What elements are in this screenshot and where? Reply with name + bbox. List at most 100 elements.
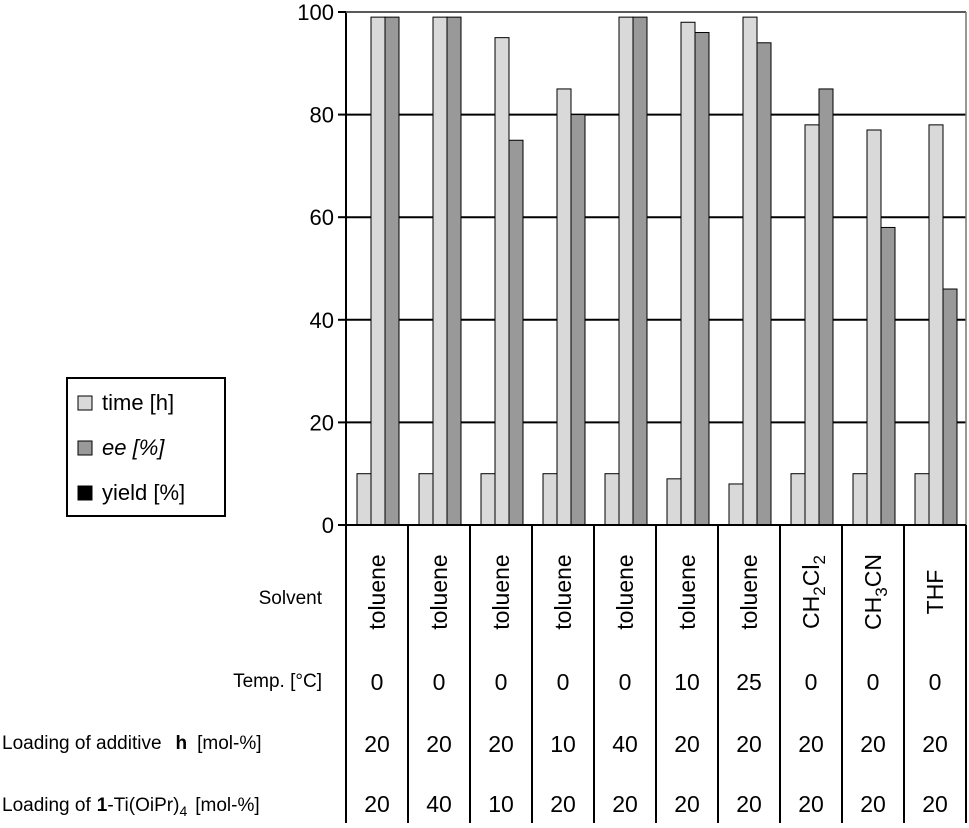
row-label-text: [mol-%] (195, 795, 259, 816)
bar-s1-c6 (666, 478, 682, 526)
bar-s2-c10 (928, 124, 944, 526)
solvent-text: Cl (798, 565, 824, 587)
bar-s2-c1 (370, 16, 386, 526)
bar-s1-c4 (542, 473, 558, 526)
temp-cell-6: 10 (674, 669, 700, 695)
solvent-text: toluene (674, 554, 700, 629)
bar-s2-c3 (494, 37, 510, 526)
bar-s2-c9 (866, 129, 882, 526)
ti-cell-9: 20 (860, 791, 886, 817)
temp-cell-4: 0 (557, 669, 570, 695)
additive-cell-4: 10 (550, 731, 576, 757)
solvent-text: toluene (426, 554, 452, 629)
additive-cell-1: 20 (364, 731, 390, 757)
bar-s3-c6 (694, 32, 710, 526)
ti-cell-3: 10 (488, 791, 514, 817)
row-label-subscript: 4 (179, 803, 187, 819)
additive-cell-3: 20 (488, 731, 514, 757)
y-tick-labels: 0 20 40 60 80 100 (297, 0, 334, 538)
y-tick-label: 100 (297, 0, 334, 25)
bar-s1-c3 (480, 473, 496, 526)
additive-cell-8: 20 (798, 731, 824, 757)
bar-s3-c2 (446, 16, 462, 526)
ti-cell-2: 40 (426, 791, 452, 817)
solvent-subscript: 3 (872, 587, 891, 596)
row-label-solvent: Solvent (259, 588, 323, 609)
y-tick-label: 0 (322, 513, 334, 538)
bar-s3-c10 (942, 288, 958, 526)
additive-cell-7: 20 (736, 731, 762, 757)
legend-box (66, 377, 226, 517)
bar-s2-c7 (742, 16, 758, 526)
bar-s3-c7 (756, 42, 772, 526)
ti-cell-5: 20 (612, 791, 638, 817)
y-tick-label: 40 (310, 308, 334, 333)
additive-cell-5: 40 (612, 731, 638, 757)
legend-label-1: time [h] (102, 390, 174, 415)
bar-s2-c6 (680, 21, 696, 526)
solvent-cell-8: CH2Cl2 (798, 555, 829, 629)
solvent-text: CH (860, 597, 886, 630)
y-tick-label: 80 (310, 103, 334, 128)
ti-cell-10: 20 (922, 791, 948, 817)
solvent-cell-1: toluene (364, 554, 390, 629)
bar-s3-c9 (880, 226, 896, 526)
temp-cell-7: 25 (736, 669, 762, 695)
row-label-text: Loading of additive (2, 733, 162, 754)
bar-s3-c4 (570, 114, 586, 526)
bar-s3-c5 (632, 16, 648, 526)
bar-s2-c2 (432, 16, 448, 526)
temp-cell-5: 0 (619, 669, 632, 695)
ti-cell-8: 20 (798, 791, 824, 817)
legend-label-3: yield [%] (102, 480, 185, 505)
bar-s2-c8 (804, 124, 820, 526)
bar-s1-c2 (418, 473, 434, 526)
solvent-text: toluene (488, 554, 514, 629)
bar-s3-c1 (384, 16, 400, 526)
solvent-cell-3: toluene (488, 554, 514, 629)
bar-s3-c8 (818, 88, 834, 526)
solvent-text: CN (860, 554, 886, 587)
solvent-text: toluene (364, 554, 390, 629)
solvent-subscript: 2 (810, 586, 829, 595)
row-label-temp: Temp. [°C] (233, 671, 322, 692)
solvent-text: toluene (550, 554, 576, 629)
ti-cell-7: 20 (736, 791, 762, 817)
solvent-text: toluene (612, 554, 638, 629)
temp-cell-9: 0 (867, 669, 880, 695)
legend-label-2: ee [%] (102, 435, 165, 460)
bar-s1-c5 (604, 473, 620, 526)
ti-cell-1: 20 (364, 791, 390, 817)
bar-s3-c3 (508, 139, 524, 526)
row-label-text: [mol-%] (197, 733, 261, 754)
row-label-text: -Ti(OiPr) (107, 795, 179, 816)
y-tick-label: 60 (310, 205, 334, 230)
bar-s1-c10 (914, 473, 930, 526)
legend-swatch-2 (77, 440, 93, 456)
ti-cell-4: 20 (550, 791, 576, 817)
temp-cell-8: 0 (805, 669, 818, 695)
solvent-cell-4: toluene (550, 554, 576, 629)
solvent-cell-5: toluene (612, 554, 638, 629)
bar-s2-c4 (556, 88, 572, 526)
bars (356, 16, 958, 526)
bar-s1-c9 (852, 473, 868, 526)
legend-swatch-3 (77, 485, 93, 501)
solvent-text: toluene (736, 554, 762, 629)
temp-cell-3: 0 (495, 669, 508, 695)
y-tick-label: 20 (310, 410, 334, 435)
additive-cell-6: 20 (674, 731, 700, 757)
solvent-text: CH (798, 596, 824, 629)
solvent-cell-10: THF (922, 570, 948, 615)
row-label-additive: Loading of additive h [mol-%] (2, 733, 262, 754)
bar-s1-c8 (790, 473, 806, 526)
legend-swatch-1 (77, 395, 93, 411)
solvent-cell-6: toluene (674, 554, 700, 629)
bar-s1-c7 (728, 483, 744, 526)
temp-cell-1: 0 (371, 669, 384, 695)
bar-s1-c1 (356, 473, 372, 526)
solvent-cell-2: toluene (426, 554, 452, 629)
additive-cell-9: 20 (860, 731, 886, 757)
